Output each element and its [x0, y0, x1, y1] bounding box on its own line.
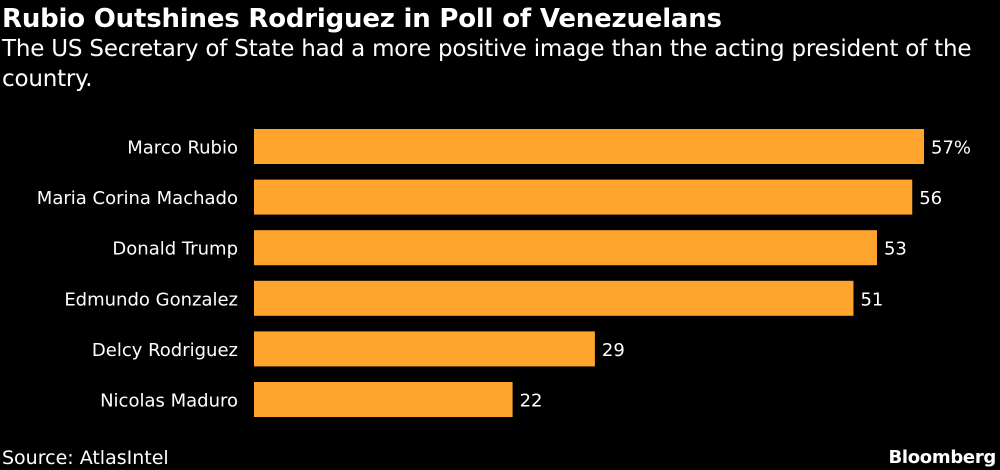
value-label: 57% — [931, 138, 971, 159]
bar — [254, 280, 854, 316]
category-label: Marco Rubio — [127, 138, 238, 159]
bloomberg-logo: Bloomberg — [888, 447, 996, 468]
category-label: Delcy Rodriguez — [92, 340, 238, 361]
value-label: 56 — [919, 188, 942, 209]
value-label: 29 — [602, 340, 625, 361]
bar — [254, 331, 595, 367]
bar — [254, 179, 913, 215]
bar-chart: Marco Rubio 57% Maria Corina Machado 56 Dona… — [37, 129, 971, 417]
bar — [254, 230, 877, 266]
value-label: 22 — [520, 391, 543, 412]
bar — [254, 129, 924, 164]
category-label: Edmundo Gonzalez — [64, 289, 238, 310]
category-label: Donald Trump — [112, 239, 238, 260]
source-note: Source: AtlasIntel — [2, 447, 169, 469]
chart-subtitle: The US Secretary of State had a more pos… — [2, 36, 972, 92]
bar — [254, 382, 513, 417]
value-label: 51 — [860, 289, 883, 310]
value-label: 53 — [884, 239, 907, 260]
category-label: Nicolas Maduro — [100, 391, 238, 412]
chart-title: Rubio Outshines Rodriguez in Poll of Ven… — [2, 4, 722, 34]
category-label: Maria Corina Machado — [37, 188, 238, 209]
